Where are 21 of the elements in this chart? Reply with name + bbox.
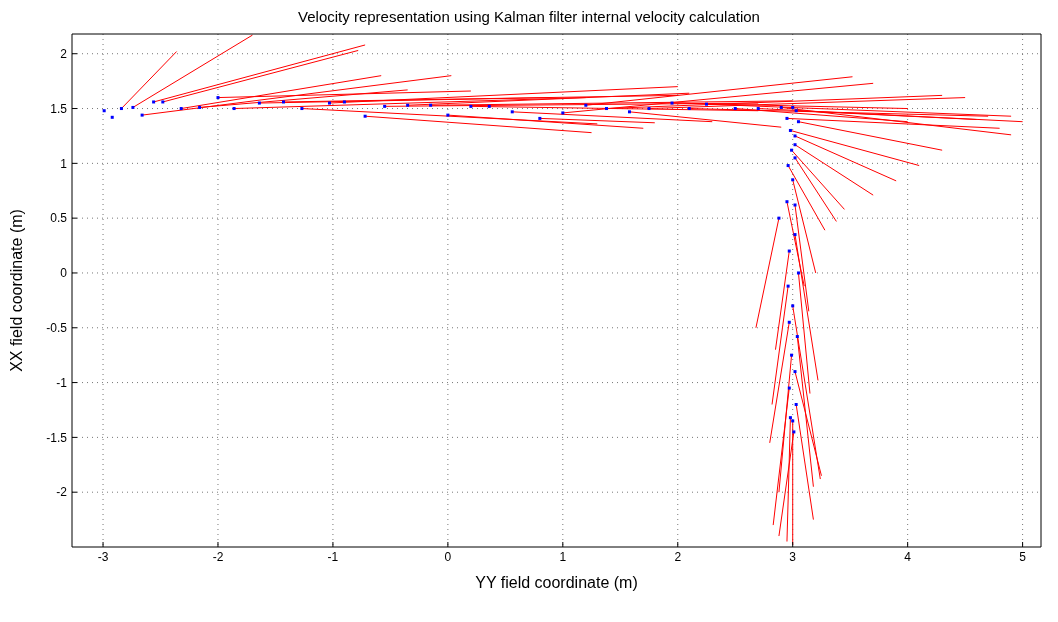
x-tick-label: 4 [904, 549, 912, 564]
x-tick-label: 1 [559, 549, 567, 564]
chart-title: Velocity representation using Kalman filter internal velocity calculation [297, 8, 761, 25]
x-tick-label: -1 [327, 549, 339, 564]
y-tick-label: -2 [56, 485, 68, 500]
y-tick-label: 0 [60, 266, 68, 281]
y-tick-label: 0.5 [50, 211, 68, 226]
y-tick-label: -0.5 [46, 321, 68, 336]
y-tick-label: 1.5 [50, 101, 68, 116]
x-tick-label: 5 [1019, 549, 1027, 564]
x-tick-label: 0 [444, 549, 452, 564]
y-tick-label: 2 [60, 46, 68, 61]
y-tick-label: -1 [56, 375, 68, 390]
y-axis-title: XX field coordinate (m) [7, 209, 25, 372]
y-tick-label: 1 [60, 156, 68, 171]
x-tick-label: -3 [97, 549, 109, 564]
x-tick-label: 2 [674, 549, 682, 564]
x-tick-label: -2 [212, 549, 224, 564]
y-tick-label: -1.5 [46, 430, 68, 445]
x-axis-title: YY field coordinate (m) [475, 574, 638, 591]
x-tick-label: 3 [789, 549, 797, 564]
